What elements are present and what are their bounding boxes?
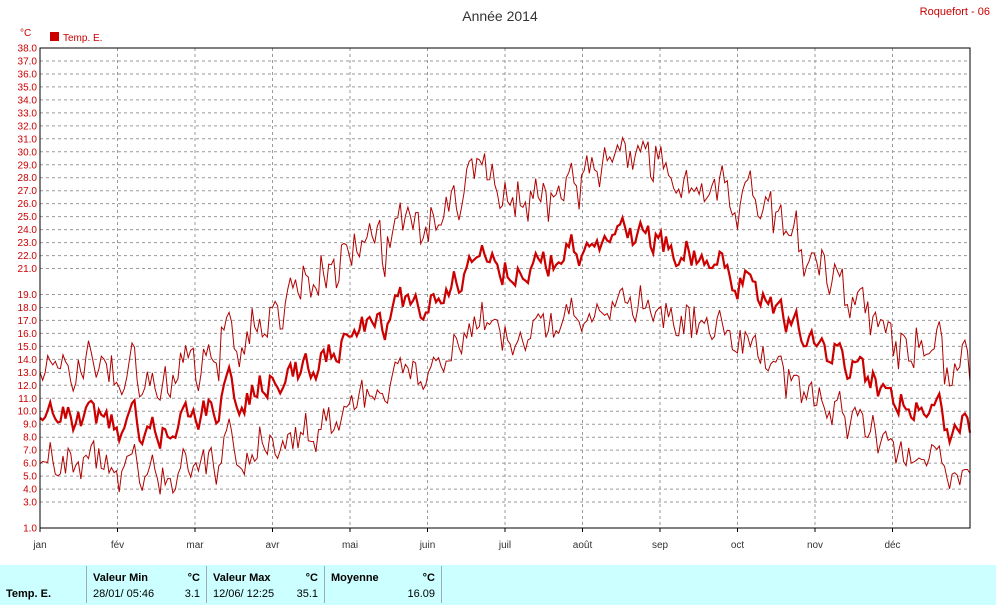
stats-series-label: Temp. E.: [6, 588, 52, 600]
y-tick-label: 27.0: [18, 186, 38, 197]
y-tick-label: 38.0: [18, 44, 38, 55]
y-tick-label: 9.0: [23, 420, 37, 431]
x-tick-label: mai: [342, 540, 358, 551]
stat-mean-label: Moyenne: [331, 572, 379, 584]
y-tick-label: 8.0: [23, 433, 37, 444]
y-tick-label: 14.0: [18, 355, 38, 366]
x-tick-label: nov: [807, 540, 823, 551]
x-tick-label: mar: [186, 540, 204, 551]
stat-max-value: 35.1: [296, 588, 318, 600]
stats-bar: Temp. E. Valeur Min °C 28/01/ 05:46 3.1 …: [0, 565, 996, 605]
x-tick-label: déc: [884, 540, 900, 551]
stat-mean-unit: °C: [422, 572, 435, 584]
x-axis-ticks: jan fév mar avr mai juin juil août sep oct nov déc: [32, 528, 901, 551]
series-temp-e: [39, 136, 972, 495]
x-tick-label: juin: [419, 540, 436, 551]
y-tick-label: 4.0: [23, 485, 37, 496]
stat-mean-value: 16.09: [407, 588, 435, 600]
y-axis-unit: °C: [20, 28, 31, 39]
y-tick-label: 37.0: [18, 56, 38, 67]
y-tick-label: 15.0: [18, 342, 38, 353]
station-name: Roquefort - 06: [920, 6, 990, 18]
y-tick-label: 6.0: [23, 459, 37, 470]
x-tick-label: juil: [498, 540, 511, 551]
stat-max: Valeur Max °C 12/06/ 12:25 35.1: [206, 566, 324, 603]
y-tick-label: 34.0: [18, 95, 38, 106]
stat-min: Valeur Min °C 28/01/ 05:46 3.1: [86, 566, 206, 603]
y-tick-label: 7.0: [23, 446, 37, 457]
y-tick-label: 29.0: [18, 160, 38, 171]
y-tick-label: 30.0: [18, 147, 38, 158]
y-tick-label: 10.0: [18, 407, 38, 418]
y-tick-label: 11.0: [18, 394, 37, 405]
y-tick-label: 12.0: [18, 381, 38, 392]
series-line-min: [39, 285, 971, 495]
chart: Année 2014 Roquefort - 06 °C Temp. E. 1.…: [18, 6, 990, 551]
y-tick-label: 16.0: [18, 329, 38, 340]
y-tick-label: 32.0: [18, 121, 38, 132]
stat-min-label: Valeur Min: [93, 572, 149, 584]
series-line-max: [39, 136, 971, 402]
y-tick-label: 3.0: [23, 498, 37, 509]
stat-min-value: 3.1: [184, 588, 200, 600]
stat-mean: Moyenne °C 16.09: [324, 566, 442, 603]
y-tick-label: 36.0: [18, 69, 38, 80]
stat-min-unit: °C: [187, 572, 200, 584]
chart-title: Année 2014: [462, 8, 538, 24]
y-tick-label: 33.0: [18, 108, 38, 119]
stat-max-date: 12/06/ 12:25: [213, 588, 275, 600]
y-tick-label: 18.0: [18, 303, 38, 314]
y-tick-label: 23.0: [18, 238, 38, 249]
y-tick-label: 26.0: [18, 199, 38, 210]
x-tick-label: fév: [111, 540, 124, 551]
x-tick-label: oct: [731, 540, 745, 551]
stat-max-unit: °C: [305, 572, 318, 584]
y-tick-label: 5.0: [23, 472, 37, 483]
series-line-mean: [39, 214, 972, 449]
y-tick-label: 1.0: [23, 524, 37, 535]
y-tick-label: 31.0: [18, 134, 38, 145]
stat-min-date: 28/01/ 05:46: [93, 588, 155, 600]
y-tick-label: 13.0: [18, 368, 38, 379]
x-tick-label: sep: [652, 540, 669, 551]
x-tick-label: avr: [266, 540, 281, 551]
y-tick-label: 17.0: [18, 316, 38, 327]
y-tick-label: 24.0: [18, 225, 38, 236]
y-axis-ticks: 1.0 3.0 4.0 5.0 6.0 7.0 8.0 9.0 10.0 11.0 12.0 13.0…: [18, 44, 38, 535]
y-tick-label: 22.0: [18, 251, 38, 262]
y-tick-label: 21.0: [18, 264, 38, 275]
x-tick-label: jan: [32, 540, 46, 551]
y-tick-label: 28.0: [18, 173, 38, 184]
legend-label: Temp. E.: [63, 33, 102, 44]
y-tick-label: 19.0: [18, 290, 38, 301]
x-tick-label: août: [573, 540, 593, 551]
plot-frame: [39, 47, 971, 529]
y-tick-label: 25.0: [18, 212, 38, 223]
y-tick-label: 35.0: [18, 82, 38, 93]
legend-swatch: [50, 32, 59, 41]
stat-max-label: Valeur Max: [213, 572, 271, 584]
